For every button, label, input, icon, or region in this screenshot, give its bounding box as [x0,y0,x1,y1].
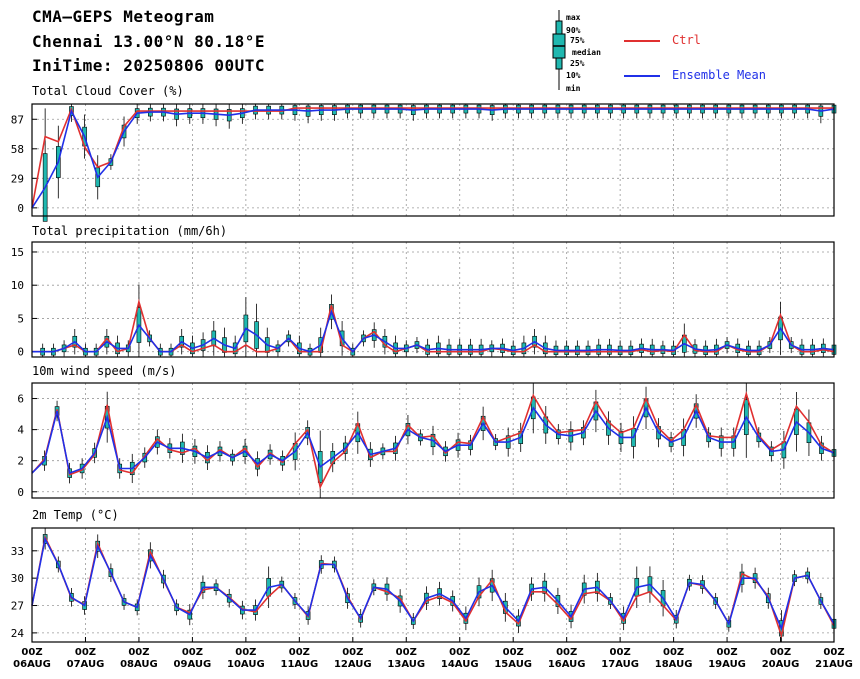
panel-title: Total precipitation (mm/6h) [32,224,227,238]
ctrl-line [31,106,834,209]
x-tick-label-time: 00Z [235,647,256,658]
y-tick-label: 4 [17,424,24,437]
x-tick-label-date: 19AUG [708,659,746,670]
ensemble-mean-line [32,309,835,353]
y-tick-label: 0 [17,346,24,359]
x-tick-label-date: 18AUG [655,659,693,670]
y-tick-label: 6 [17,393,24,406]
x-tick-label-date: 11AUG [280,659,318,670]
panel-frame [31,382,835,499]
panel-title: 2m Temp (°C) [32,508,119,522]
y-tick-label: 29 [11,172,24,185]
x-tick-label-date: 08AUG [120,659,158,670]
legend-max-label: max [566,13,581,22]
y-tick-label: 0 [17,486,24,499]
legend-median-label: median [572,48,601,57]
ctrl-line [32,298,835,353]
x-tick-label-time: 00Z [289,647,310,658]
y-tick-label: 15 [11,246,24,259]
x-tick-label-time: 00Z [128,647,149,658]
y-tick-label: 24 [11,627,25,640]
y-tick-label: 27 [11,600,24,613]
boxplot-legend: max 90% 75% median 25% 10% min [548,8,648,96]
panel-title: Total Cloud Cover (%) [32,84,184,98]
legend-mean-line [624,75,660,77]
x-tick-label-date: 15AUG [494,659,532,670]
x-tick-label-time: 00Z [449,647,470,658]
x-tick-label-date: 06AUG [13,659,51,670]
x-tick-label-date: 13AUG [387,659,425,670]
x-tick-label-time: 00Z [503,647,524,658]
ensemble-mean-line [31,108,835,209]
x-tick-label-time: 00Z [556,647,577,658]
y-tick-label: 33 [11,545,24,558]
y-tick-label: 5 [17,312,24,325]
x-tick-label-time: 00Z [182,647,203,658]
y-tick-label: 10 [11,279,24,292]
y-tick-label: 58 [11,143,24,156]
y-tick-label: 30 [11,572,24,585]
legend-mean-label: Ensemble Mean [672,68,766,82]
x-tick-label-date: 09AUG [174,659,212,670]
x-tick-label-date: 16AUG [548,659,586,670]
y-tick-label: 87 [11,113,24,126]
panel-title: 10m wind speed (m/s) [32,364,177,378]
y-tick-label: 2 [17,455,24,468]
boxplot-legend-icon [552,10,566,90]
x-tick-label-time: 00Z [610,647,631,658]
meteogram-title: CMA—GEPS Meteogram [32,7,215,26]
legend-p75-label: 75% [570,36,585,45]
y-tick-label: 0 [17,202,24,215]
x-tick-label-time: 00Z [396,647,417,658]
x-tick-label-time: 00Z [823,647,844,658]
legend-p90-label: 90% [566,26,581,35]
x-tick-label-date: 17AUG [601,659,639,670]
panel-frame [31,241,835,358]
x-tick-label-time: 00Z [342,647,363,658]
x-tick-label-date: 14AUG [441,659,479,670]
x-tick-label-date: 21AUG [815,659,853,670]
header: CMA—GEPS Meteogram Chennai 13.00°N 80.18… [0,0,860,95]
x-tick-label-time: 00Z [770,647,791,658]
x-tick-label-time: 00Z [716,647,737,658]
location-label: Chennai 13.00°N 80.18°E [32,32,266,51]
legend-ctrl-label: Ctrl [672,33,701,47]
panel-frame [31,527,835,643]
x-tick-label-date: 12AUG [334,659,372,670]
legend-p10-label: 10% [566,71,581,80]
x-tick-label-date: 20AUG [762,659,800,670]
ensemble-mean-line [31,536,835,631]
legend-ctrl-line [624,40,660,42]
panel-frame [31,103,835,217]
legend-min-label: min [566,84,581,93]
x-tick-label-time: 00Z [75,647,96,658]
init-time-label: IniTime: 20250806 00UTC [32,56,266,75]
legend-p25-label: 25% [570,59,585,68]
ensemble-mean-line [31,406,835,475]
x-tick-label-time: 00Z [21,647,42,658]
x-tick-label-time: 00Z [663,647,684,658]
x-tick-label-date: 10AUG [227,659,265,670]
x-tick-label-date: 07AUG [67,659,105,670]
